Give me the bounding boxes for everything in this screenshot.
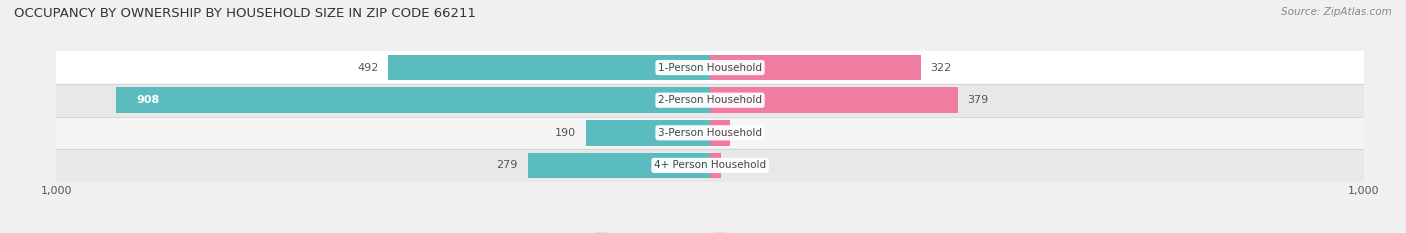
Bar	[710, 153, 721, 178]
Text: 908: 908	[136, 95, 159, 105]
Text: 4+ Person Household: 4+ Person Household	[654, 161, 766, 170]
Bar	[117, 87, 710, 113]
Text: 3-Person Household: 3-Person Household	[658, 128, 762, 138]
Text: Source: ZipAtlas.com: Source: ZipAtlas.com	[1281, 7, 1392, 17]
Text: 279: 279	[496, 161, 517, 170]
Bar	[56, 116, 1364, 149]
Bar	[56, 84, 1364, 116]
Text: 322: 322	[931, 63, 952, 72]
Text: 17: 17	[731, 161, 745, 170]
Bar	[56, 149, 1364, 182]
Text: 379: 379	[967, 95, 988, 105]
Text: 2-Person Household: 2-Person Household	[658, 95, 762, 105]
Legend: Owner-occupied, Renter-occupied: Owner-occupied, Renter-occupied	[591, 229, 830, 233]
Text: 492: 492	[357, 63, 378, 72]
Bar	[527, 153, 710, 178]
Bar	[56, 51, 1364, 84]
Bar	[710, 120, 730, 146]
Bar	[586, 120, 710, 146]
Text: OCCUPANCY BY OWNERSHIP BY HOUSEHOLD SIZE IN ZIP CODE 66211: OCCUPANCY BY OWNERSHIP BY HOUSEHOLD SIZE…	[14, 7, 477, 20]
Bar	[710, 55, 921, 80]
Text: 190: 190	[555, 128, 576, 138]
Bar	[710, 87, 957, 113]
Text: 30: 30	[740, 128, 754, 138]
Text: 1-Person Household: 1-Person Household	[658, 63, 762, 72]
Bar	[388, 55, 710, 80]
